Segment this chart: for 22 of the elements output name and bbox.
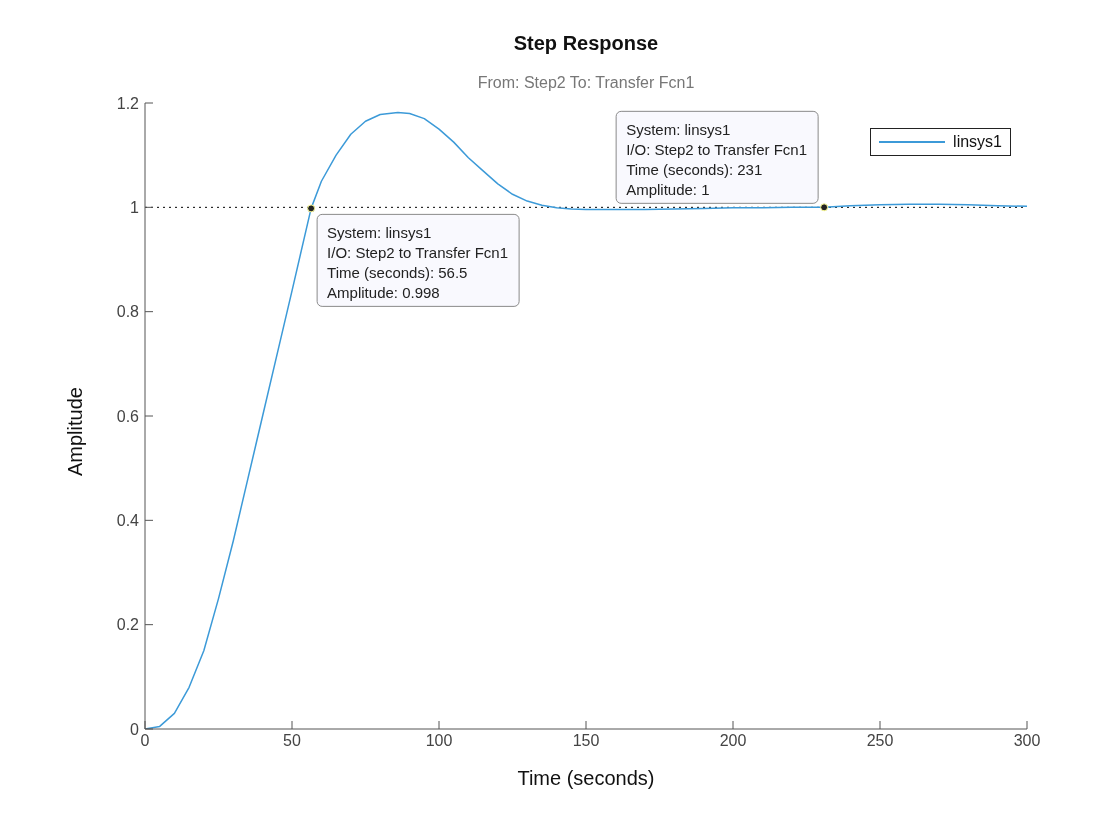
- x-axis-title: Time (seconds): [517, 767, 655, 789]
- y-tick-label: 1: [130, 199, 140, 217]
- annotation: System: linsys1 I/O: Step2 to Transfer Fcn1 Time (seconds): 56.5 Amplitude: 0.998: [327, 224, 509, 302]
- y-tick-label: 0.2: [116, 616, 140, 634]
- data-tip: System: linsys1 I/O: Step2 to Transfer Fcn1 Time (seconds): 231 Amplitude: 1: [615, 110, 829, 212]
- x-tick-label: 200: [719, 732, 747, 750]
- x-tick-label: 50: [283, 732, 301, 750]
- data-tip: System: linsys1 I/O: Step2 to Transfer Fcn1 Time (seconds): 56.5 Amplitude: 0.998: [307, 204, 520, 307]
- legend-label: linsys1: [953, 133, 1002, 151]
- y-tick-label: 1.2: [116, 94, 140, 112]
- x-tick-label: 300: [1013, 732, 1041, 750]
- chart-subtitle: From: Step2 To: Transfer Fcn1: [476, 74, 696, 92]
- chart-title: Step Response: [512, 32, 660, 55]
- y-tick-label: 0.6: [116, 407, 140, 425]
- y-tick-label: 0.8: [116, 303, 140, 321]
- y-tick-label: 0.4: [116, 512, 140, 530]
- x-tick-label: 100: [425, 732, 453, 750]
- x-tick-label: 250: [866, 732, 894, 750]
- x-tick-label: 150: [572, 732, 600, 750]
- annotation: System: linsys1 I/O: Step2 to Transfer Fcn1 Time (seconds): 231 Amplitude: 1: [626, 121, 808, 199]
- y-axis-title: Amplitude: [64, 387, 87, 476]
- y-tick-label: 0: [130, 720, 140, 738]
